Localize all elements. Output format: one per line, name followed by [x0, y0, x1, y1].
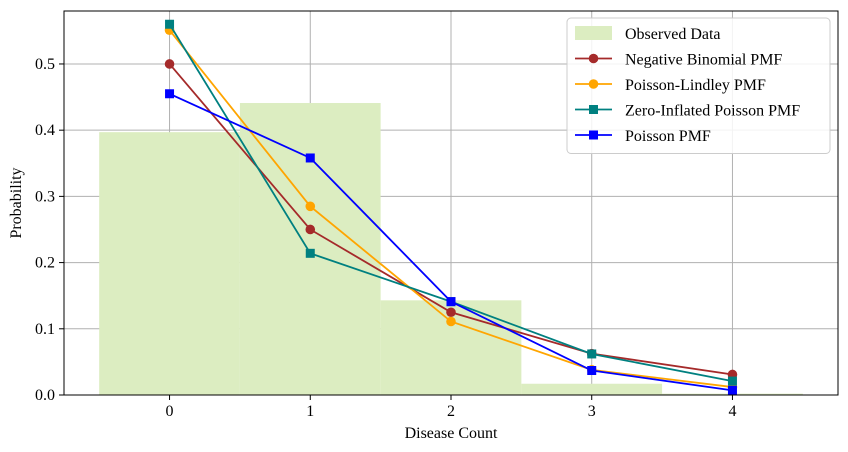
series-point [446, 297, 456, 307]
series-point [727, 376, 737, 386]
series-point [305, 248, 315, 258]
observed-bars [99, 103, 803, 395]
legend-marker [589, 130, 598, 140]
y-tick-label: 0.1 [35, 321, 55, 338]
axis-ticks: 0 1 2 3 4 0.0 0.1 0.2 0.3 0.4 0.5 [35, 56, 736, 420]
legend-marker [588, 53, 599, 64]
series-point [305, 153, 315, 163]
series-point [164, 59, 175, 69]
y-tick-label: 0.2 [35, 255, 55, 272]
series-point [446, 307, 456, 318]
legend-label: Poisson PMF [625, 128, 711, 145]
series-point [446, 316, 456, 327]
legend-label: Zero-Inflated Poisson PMF [625, 103, 800, 120]
observed-bar [99, 132, 240, 395]
series-point [305, 201, 316, 212]
x-tick-label: 0 [166, 403, 174, 420]
series-lines [164, 19, 738, 395]
legend-item: Poisson PMF [575, 128, 711, 145]
y-tick-label: 0.5 [35, 56, 55, 73]
series-point [727, 385, 737, 395]
legend-item: Zero-Inflated Poisson PMF [575, 103, 800, 120]
series-group [165, 89, 737, 395]
series-point [165, 19, 175, 29]
series-point [587, 349, 597, 359]
y-tick-label: 0.0 [35, 387, 55, 404]
legend: Observed Data Negative Binomial PMF Poisso… [566, 17, 831, 154]
series-point [165, 89, 175, 99]
x-tick-label: 2 [447, 403, 455, 420]
legend-item: Negative Binomial PMF [575, 52, 782, 69]
legend-label: Poisson-Lindley PMF [625, 77, 766, 94]
x-tick-label: 4 [728, 403, 736, 420]
legend-item: Observed Data [575, 26, 721, 43]
legend-box [566, 17, 831, 154]
x-axis-label: Disease Count [405, 425, 498, 442]
y-tick-label: 0.3 [35, 188, 55, 205]
series-point [587, 366, 597, 376]
legend-marker [589, 105, 598, 114]
series-point [305, 224, 316, 235]
observed-bar [521, 383, 663, 395]
x-tick-label: 1 [306, 403, 314, 420]
legend-marker [588, 79, 599, 89]
legend-swatch [575, 26, 612, 40]
legend-item: Poisson-Lindley PMF [575, 77, 766, 94]
legend-label: Negative Binomial PMF [625, 52, 782, 69]
series-group [164, 59, 738, 380]
legend-label: Observed Data [625, 26, 721, 43]
x-tick-label: 3 [588, 403, 596, 420]
y-tick-label: 0.4 [35, 122, 55, 139]
y-axis-label: Probability [8, 167, 25, 238]
